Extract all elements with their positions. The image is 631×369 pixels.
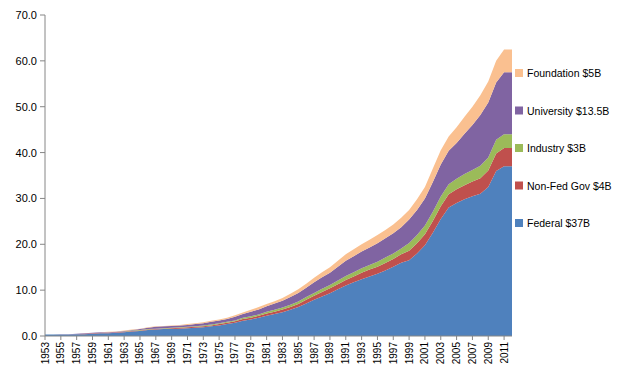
y-tick-label: 50.0	[16, 101, 37, 113]
x-tick-label: 1981	[261, 342, 272, 365]
x-tick	[298, 336, 299, 340]
x-tick	[472, 336, 473, 340]
y-tick	[40, 106, 45, 107]
x-tick-label: 1969	[166, 342, 177, 365]
x-tick	[377, 336, 378, 340]
x-tick-label: 1989	[324, 342, 335, 365]
x-tick-label: 1959	[87, 342, 98, 365]
x-tick	[108, 336, 109, 340]
legend-swatch	[515, 69, 523, 77]
x-tick	[250, 336, 251, 340]
legend-label: Federal $37B	[527, 217, 590, 229]
x-tick-label: 1953	[40, 342, 51, 365]
x-tick-label: 1999	[404, 342, 415, 365]
x-tick	[314, 336, 315, 340]
y-tick-label: 40.0	[16, 147, 37, 159]
x-tick	[76, 336, 77, 340]
x-tick	[92, 336, 93, 340]
legend-swatch	[515, 182, 523, 190]
area	[45, 72, 512, 334]
x-tick	[171, 336, 172, 340]
x-tick-label: 1975	[214, 342, 225, 365]
x-tick	[424, 336, 425, 340]
x-tick-label: 1963	[119, 342, 130, 365]
x-tick-label: 1979	[245, 342, 256, 365]
y-tick-label: 70.0	[16, 9, 37, 21]
x-tick	[393, 336, 394, 340]
x-tick-label: 1983	[277, 342, 288, 365]
legend-label: University $13.5B	[527, 105, 609, 117]
x-tick-label: 1993	[356, 342, 367, 365]
y-tick-label: 0.0	[22, 330, 37, 342]
x-tick	[345, 336, 346, 340]
area	[45, 49, 512, 334]
x-tick-label: 1987	[309, 342, 320, 365]
y-tick	[40, 198, 45, 199]
x-tick-label: 2001	[419, 342, 430, 365]
legend-swatch	[515, 107, 523, 115]
y-tick-label: 30.0	[16, 192, 37, 204]
y-tick	[40, 244, 45, 245]
x-tick	[361, 336, 362, 340]
legend-swatch	[515, 144, 523, 152]
x-tick-label: 1961	[103, 342, 114, 365]
areas	[45, 49, 512, 336]
x-tick-label: 1995	[372, 342, 383, 365]
x-tick-label: 1977	[229, 342, 240, 365]
x-tick	[488, 336, 489, 340]
x-tick	[155, 336, 156, 340]
x-tick	[203, 336, 204, 340]
y-tick-label: 60.0	[16, 55, 37, 67]
x-tick-label: 1973	[198, 342, 209, 365]
y-axis	[45, 15, 46, 336]
x-tick	[234, 336, 235, 340]
y-tick	[40, 60, 45, 61]
legend-label: Non-Fed Gov $4B	[527, 180, 612, 192]
x-tick-label: 1991	[340, 342, 351, 365]
x-tick-label: 1997	[388, 342, 399, 365]
legend-label: Industry $3B	[527, 142, 586, 154]
x-tick	[45, 336, 46, 340]
x-tick	[409, 336, 410, 340]
x-tick-label: 1971	[182, 342, 193, 365]
x-tick	[440, 336, 441, 340]
x-tick-label: 2007	[467, 342, 478, 365]
x-tick	[329, 336, 330, 340]
x-tick	[504, 336, 505, 340]
y-tick	[40, 290, 45, 291]
x-tick	[456, 336, 457, 340]
y-tick-label: 20.0	[16, 238, 37, 250]
x-tick-label: 1985	[293, 342, 304, 365]
x-axis	[45, 336, 512, 337]
y-tick	[40, 336, 45, 337]
y-tick-label: 10.0	[16, 284, 37, 296]
x-tick-label: 1965	[134, 342, 145, 365]
legend-swatch	[515, 219, 523, 227]
x-tick-label: 1967	[150, 342, 161, 365]
x-tick	[139, 336, 140, 340]
x-tick-label: 2009	[483, 342, 494, 365]
x-tick	[266, 336, 267, 340]
x-tick	[282, 336, 283, 340]
x-tick-label: 2003	[435, 342, 446, 365]
x-tick	[219, 336, 220, 340]
x-tick	[60, 336, 61, 340]
x-tick-label: 2005	[451, 342, 462, 365]
x-tick-label: 1957	[71, 342, 82, 365]
y-tick	[40, 15, 45, 16]
x-tick	[187, 336, 188, 340]
y-tick	[40, 152, 45, 153]
legend-label: Foundation $5B	[527, 67, 601, 79]
x-tick	[124, 336, 125, 340]
x-tick-label: 2011	[499, 342, 510, 364]
x-tick-label: 1955	[55, 342, 66, 365]
chart: 0.0 10.0 20.0 30.0 40.0 50.0 60.0 70.0 1953 1955 1…	[0, 0, 631, 369]
